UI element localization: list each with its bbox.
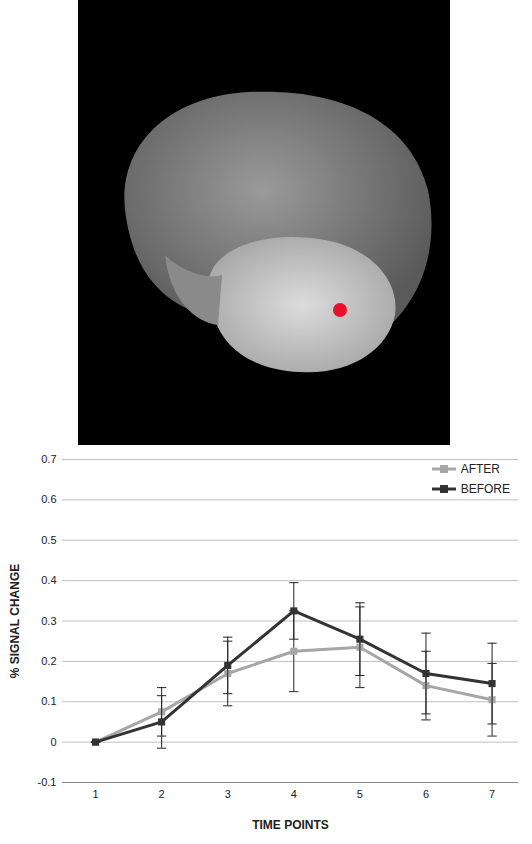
- svg-text:5: 5: [357, 788, 363, 800]
- svg-text:% SIGNAL CHANGE: % SIGNAL CHANGE: [8, 564, 22, 678]
- svg-text:0.4: 0.4: [41, 574, 56, 586]
- svg-text:TIME POINTS: TIME POINTS: [252, 818, 329, 832]
- svg-text:3: 3: [225, 788, 231, 800]
- svg-text:0.2: 0.2: [41, 655, 56, 667]
- svg-text:0: 0: [50, 736, 56, 748]
- svg-text:0.3: 0.3: [41, 615, 56, 627]
- html-text:AFTER: AFTER: [460, 462, 500, 476]
- svg-text:0.1: 0.1: [41, 695, 56, 707]
- svg-text:7: 7: [489, 788, 495, 800]
- svg-text:0.7: 0.7: [41, 453, 56, 465]
- svg-text:1: 1: [92, 788, 98, 800]
- svg-text:0.6: 0.6: [41, 493, 56, 505]
- html-text:BEFORE: BEFORE: [460, 482, 510, 496]
- svg-text:6: 6: [423, 788, 429, 800]
- svg-text:4: 4: [291, 788, 297, 800]
- svg-text:0.5: 0.5: [41, 534, 56, 546]
- svg-text:-0.1: -0.1: [38, 776, 57, 788]
- svg-text:2: 2: [159, 788, 165, 800]
